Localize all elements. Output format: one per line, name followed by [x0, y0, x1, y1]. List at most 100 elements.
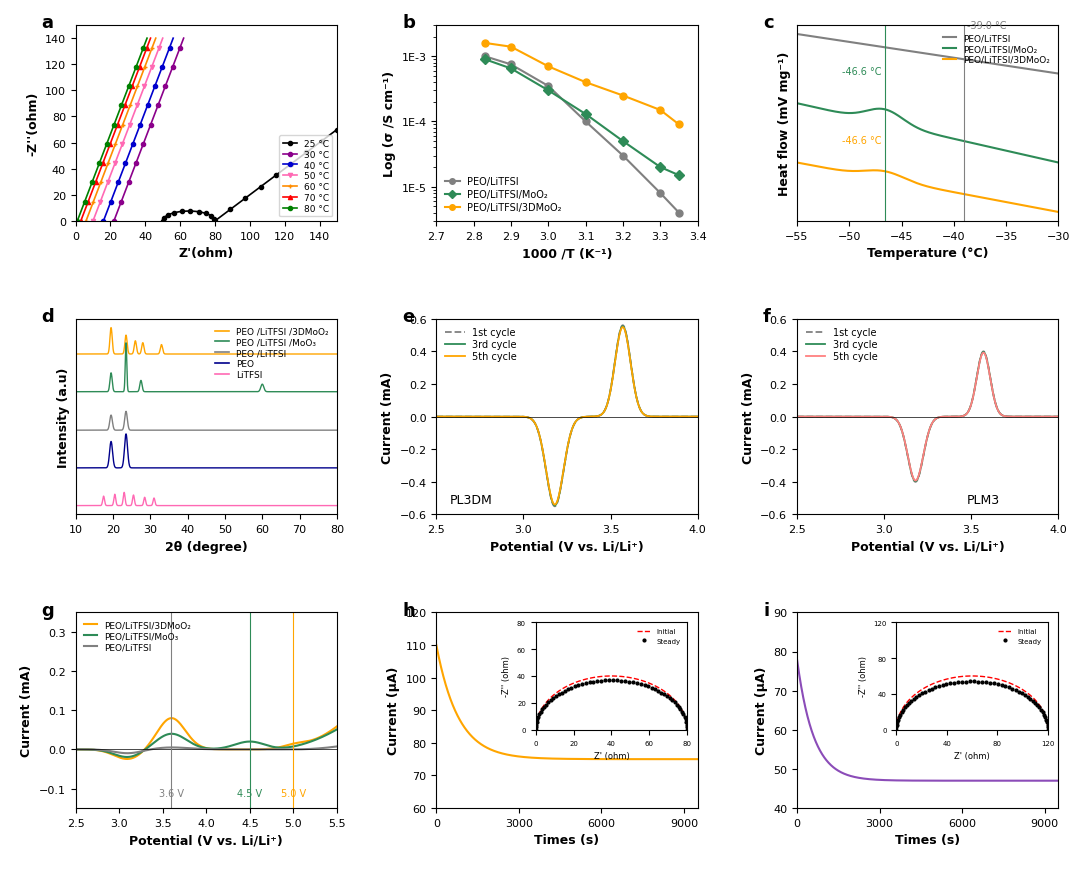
- PEO/LiTFSI/3DMoO₂: [950, 189, 963, 199]
- PEO/LiTFSI/MoO₂: [791, 99, 804, 109]
- Y-axis label: Intensity (a.u): Intensity (a.u): [57, 367, 70, 468]
- Legend: PEO /LiTFSI /3DMoO₂, PEO /LiTFSI /MoO₃, PEO /LiTFSI, PEO, LiTFSI: PEO /LiTFSI /3DMoO₂, PEO /LiTFSI /MoO₃, …: [212, 324, 333, 383]
- PEO/LiTFSI/MoO₂: [792, 99, 805, 109]
- X-axis label: Times (s): Times (s): [895, 833, 960, 846]
- PEO/LiTFSI/3DMoO₂: [945, 188, 958, 198]
- PEO/LiTFSI: [330, 741, 343, 752]
- 5th cycle: [691, 412, 704, 422]
- Line: 5th cycle: 5th cycle: [797, 354, 1058, 481]
- Text: PL3DM: PL3DM: [449, 494, 492, 506]
- 1st cycle: [1052, 412, 1065, 422]
- PEO/LiTFSI/MoO₂: [673, 171, 686, 182]
- Line: PEO/LiTFSI: PEO/LiTFSI: [797, 35, 1058, 75]
- PEO/LiTFSI: [945, 53, 958, 63]
- 1st cycle: [596, 408, 609, 419]
- Text: 5.0 V: 5.0 V: [281, 788, 306, 799]
- PEO/LiTFSI/3DMoO₂: [237, 744, 249, 754]
- 5th cycle: [1016, 412, 1029, 422]
- 3rd cycle: [989, 400, 1002, 410]
- PEO/LiTFSI/3DMoO₂: [673, 120, 686, 130]
- PEO/LiTFSI/3DMoO₂: [478, 38, 491, 49]
- 1st cycle: [656, 412, 669, 422]
- 1st cycle: [589, 412, 602, 422]
- 1st cycle: [943, 412, 956, 422]
- PEO/LiTFSI/MoO₃: [221, 741, 234, 752]
- Y-axis label: -Z''(ohm): -Z''(ohm): [26, 92, 39, 156]
- Line: 1st cycle: 1st cycle: [797, 352, 1058, 482]
- Text: b: b: [403, 14, 415, 32]
- PEO/LiTFSI: [221, 744, 234, 754]
- PEO/LiTFSI/3DMoO₂: [579, 78, 592, 89]
- Legend: PEO/LiTFSI, PEO/LiTFSI/MoO₂, PEO/LiTFSI/3DMoO₂: PEO/LiTFSI, PEO/LiTFSI/MoO₂, PEO/LiTFSI/…: [939, 30, 1054, 69]
- 5th cycle: [596, 408, 609, 419]
- PEO/LiTFSI/3DMoO₂: [330, 721, 343, 732]
- PEO/LiTFSI/3DMoO₂: [165, 713, 178, 724]
- 5th cycle: [549, 500, 562, 510]
- Text: a: a: [42, 14, 54, 32]
- PEO/LiTFSI/MoO₂: [542, 86, 555, 96]
- 5th cycle: [617, 322, 630, 333]
- 3rd cycle: [629, 387, 642, 397]
- PEO/LiTFSI/3DMoO₂: [268, 743, 281, 753]
- Text: e: e: [403, 308, 415, 326]
- Text: g: g: [42, 601, 54, 619]
- 1st cycle: [977, 347, 990, 357]
- Y-axis label: Current (μA): Current (μA): [387, 667, 400, 754]
- 5th cycle: [957, 411, 970, 421]
- 3rd cycle: [791, 412, 804, 422]
- PEO/LiTFSI/MoO₂: [1011, 149, 1024, 159]
- X-axis label: 1000 /T (K⁻¹): 1000 /T (K⁻¹): [522, 247, 612, 260]
- PEO/LiTFSI/3DMoO₂: [542, 62, 555, 72]
- PEO/LiTFSI/MoO₃: [268, 742, 281, 753]
- 1st cycle: [629, 387, 642, 397]
- PEO/LiTFSI/MoO₃: [330, 724, 343, 734]
- 3rd cycle: [949, 412, 962, 422]
- 3rd cycle: [617, 322, 630, 332]
- 1st cycle: [957, 411, 970, 421]
- 5th cycle: [989, 401, 1002, 411]
- Text: d: d: [42, 308, 54, 326]
- Line: PEO/LiTFSI/3DMoO₂: PEO/LiTFSI/3DMoO₂: [482, 40, 683, 129]
- PEO/LiTFSI/3DMoO₂: [946, 188, 959, 198]
- PEO/LiTFSI/3DMoO₂: [85, 745, 98, 755]
- 3rd cycle: [582, 412, 595, 422]
- PEO/LiTFSI/MoO₂: [1052, 158, 1065, 169]
- 5th cycle: [943, 412, 956, 422]
- PEO/LiTFSI: [617, 151, 630, 162]
- Text: i: i: [764, 601, 769, 619]
- PEO/LiTFSI/MoO₂: [504, 64, 517, 75]
- PEO/LiTFSI/3DMoO₂: [221, 744, 234, 754]
- 1st cycle: [909, 477, 922, 488]
- Line: PEO/LiTFSI: PEO/LiTFSI: [482, 54, 683, 217]
- PEO/LiTFSI: [268, 744, 281, 754]
- 5th cycle: [430, 412, 443, 422]
- Line: PEO/LiTFSI/3DMoO₂: PEO/LiTFSI/3DMoO₂: [76, 719, 337, 760]
- 1st cycle: [617, 321, 630, 331]
- 5th cycle: [629, 387, 642, 397]
- 5th cycle: [909, 475, 922, 486]
- X-axis label: Potential (V vs. Li/Li⁺): Potential (V vs. Li/Li⁺): [851, 541, 1004, 553]
- 5th cycle: [807, 412, 820, 422]
- PEO/LiTFSI: [85, 745, 98, 755]
- Line: PEO/LiTFSI/3DMoO₂: PEO/LiTFSI/3DMoO₂: [797, 163, 1058, 213]
- 3rd cycle: [909, 476, 922, 487]
- 5th cycle: [446, 412, 459, 422]
- 5th cycle: [656, 412, 669, 422]
- 3rd cycle: [1052, 412, 1065, 422]
- X-axis label: 2θ (degree): 2θ (degree): [165, 541, 247, 553]
- X-axis label: Potential (V vs. Li/Li⁺): Potential (V vs. Li/Li⁺): [490, 541, 644, 553]
- 1st cycle: [807, 412, 820, 422]
- Text: PLM3: PLM3: [967, 494, 1000, 506]
- PEO/LiTFSI: [69, 745, 82, 755]
- Text: 4.5 V: 4.5 V: [238, 788, 262, 799]
- 1st cycle: [1016, 412, 1029, 422]
- PEO/LiTFSI: [235, 744, 248, 754]
- PEO/LiTFSI/3DMoO₂: [653, 106, 666, 116]
- 5th cycle: [589, 412, 602, 422]
- PEO/LiTFSI: [791, 30, 804, 40]
- 1st cycle: [430, 412, 443, 422]
- 1st cycle: [949, 412, 962, 422]
- 3rd cycle: [957, 411, 970, 421]
- 1st cycle: [989, 400, 1002, 410]
- 3rd cycle: [589, 412, 602, 422]
